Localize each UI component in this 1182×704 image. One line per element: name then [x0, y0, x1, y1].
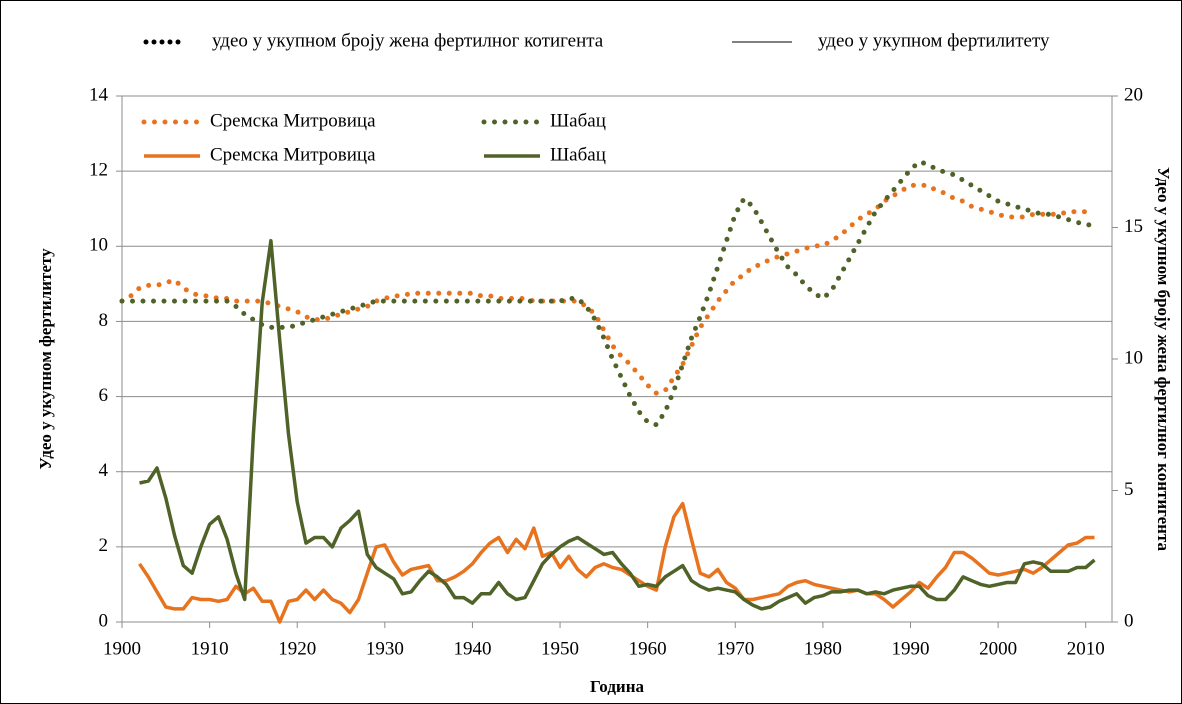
y2-tick-label: 15 — [1124, 216, 1143, 237]
note-dot — [151, 39, 157, 45]
y2-tick-label: 10 — [1124, 347, 1143, 368]
x-axis-label: Година — [590, 677, 645, 696]
note-solid: удео у укупном фертилитету — [818, 30, 1050, 51]
x-tick-label: 1980 — [804, 638, 842, 659]
y-tick-label: 14 — [89, 84, 109, 105]
x-tick-label: 1930 — [366, 638, 404, 659]
x-tick-label: 1900 — [103, 638, 141, 659]
series-line — [119, 159, 1097, 428]
y-tick-label: 10 — [89, 235, 108, 256]
legend-label: Шабац — [550, 144, 606, 165]
series-line — [139, 238, 1096, 611]
legend-label: Шабац — [550, 110, 606, 131]
note-dot — [175, 39, 181, 45]
x-tick-label: 1940 — [453, 638, 491, 659]
y2-tick-label: 20 — [1124, 84, 1143, 105]
y-tick-label: 6 — [99, 385, 109, 406]
x-tick-label: 1960 — [629, 638, 667, 659]
x-tick-label: 2000 — [979, 638, 1017, 659]
x-tick-label: 1950 — [541, 638, 579, 659]
series-line — [138, 501, 1095, 624]
x-tick-label: 1920 — [278, 638, 316, 659]
note-dotted: удео у укупном броју жена фертилног коти… — [212, 30, 604, 51]
note-dot — [143, 39, 149, 45]
legend-label: Сремска Митровица — [210, 144, 376, 165]
y-tick-label: 8 — [99, 310, 109, 331]
note-dot — [167, 39, 173, 45]
y2-tick-label: 5 — [1124, 479, 1134, 500]
y-tick-label: 12 — [89, 160, 108, 181]
y-tick-label: 4 — [99, 460, 109, 481]
y2-tick-label: 0 — [1124, 610, 1134, 631]
x-tick-label: 1970 — [716, 638, 754, 659]
x-tick-label: 2010 — [1067, 638, 1105, 659]
x-tick-label: 1910 — [191, 638, 229, 659]
y-tick-label: 2 — [99, 535, 109, 556]
y-axis-label: Удео у укупном фертилитету — [36, 248, 55, 470]
series-line — [119, 182, 1097, 396]
legend-label: Сремска Митровица — [210, 110, 376, 131]
y-tick-label: 0 — [99, 610, 109, 631]
note-dot — [159, 39, 165, 45]
x-tick-label: 1990 — [891, 638, 929, 659]
y2-axis-label: Удео у укупном броју жена фертилног конт… — [1154, 167, 1173, 552]
